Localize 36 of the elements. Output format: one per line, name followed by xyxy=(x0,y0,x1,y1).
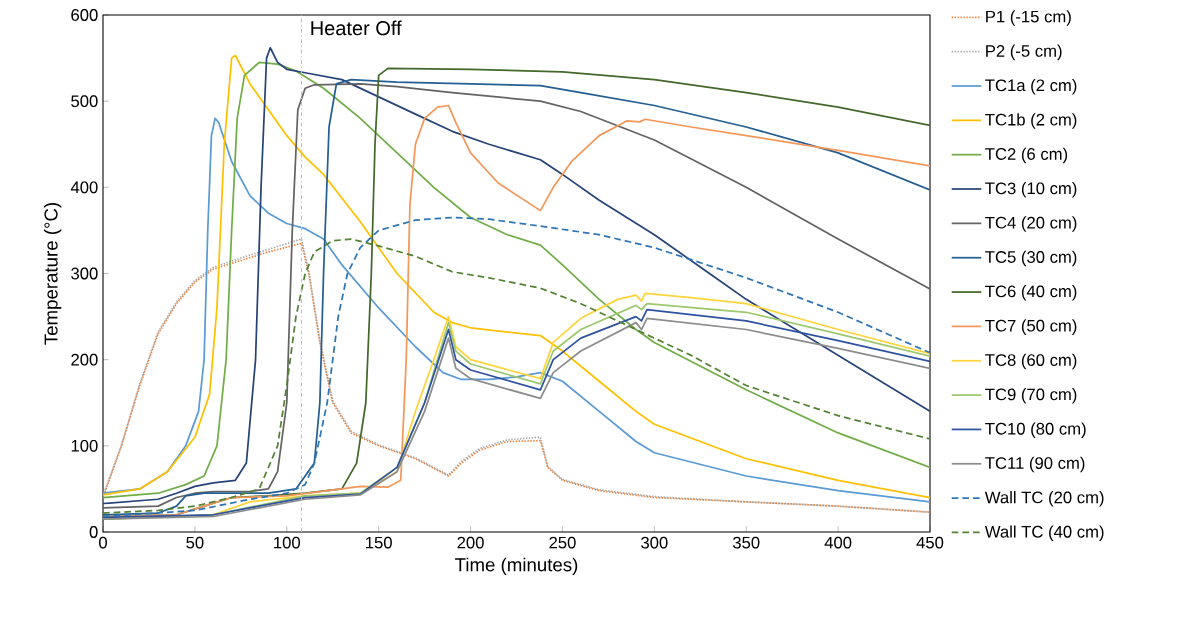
legend-label: Wall TC (40 cm) xyxy=(984,525,1104,541)
legend-label: P2 (-5 cm) xyxy=(986,44,1062,61)
legend-label: TC9 (70 cm) xyxy=(985,388,1077,404)
x-tick-label: 400 xyxy=(824,536,852,549)
legend-label: TC4 (20 cm) xyxy=(985,216,1077,232)
legend-label: TC5 (30 cm) xyxy=(985,250,1077,267)
x-tick-label: 100 xyxy=(274,536,301,549)
legend-label: P1 (-15 cm) xyxy=(986,10,1071,26)
legend-label: TC8 (60 cm) xyxy=(985,353,1077,370)
y-tick-label: 0 xyxy=(89,526,98,538)
y-tick-label: 100 xyxy=(71,439,98,452)
x-tick-label: 350 xyxy=(732,536,760,549)
x-tick-label: 200 xyxy=(457,536,484,549)
legend-label: TC3 (10 cm) xyxy=(985,181,1077,198)
x-axis-title: Time (minutes) xyxy=(455,557,578,576)
legend-label: TC1a (2 cm) xyxy=(985,78,1077,95)
x-tick-label: 300 xyxy=(641,536,668,549)
x-tick-label: 150 xyxy=(366,536,392,549)
y-tick-label: 400 xyxy=(70,181,98,194)
legend-label: Wall TC (20 cm) xyxy=(984,491,1104,507)
y-axis-title: Temperature (°C) xyxy=(43,203,62,345)
legend-label: TC6 (40 cm) xyxy=(985,285,1077,301)
legend-label: TC2 (6 cm) xyxy=(985,147,1068,164)
legend-label: TC10 (80 cm) xyxy=(985,422,1086,438)
legend-label: TC11 (90 cm) xyxy=(985,456,1085,473)
x-tick-label: 450 xyxy=(916,536,944,549)
y-tick-label: 200 xyxy=(71,353,98,366)
ref-line-label: Heater Off xyxy=(311,20,402,36)
y-tick-label: 300 xyxy=(71,267,98,280)
y-tick-label: 600 xyxy=(71,9,98,21)
legend-label: TC7 (50 cm) xyxy=(985,319,1077,335)
x-tick-label: 50 xyxy=(186,536,204,549)
x-tick-label: 250 xyxy=(549,536,576,549)
y-tick-label: 500 xyxy=(71,95,98,108)
legend-label: TC1b (2 cm) xyxy=(985,113,1077,129)
x-tick-label: 0 xyxy=(99,536,107,549)
